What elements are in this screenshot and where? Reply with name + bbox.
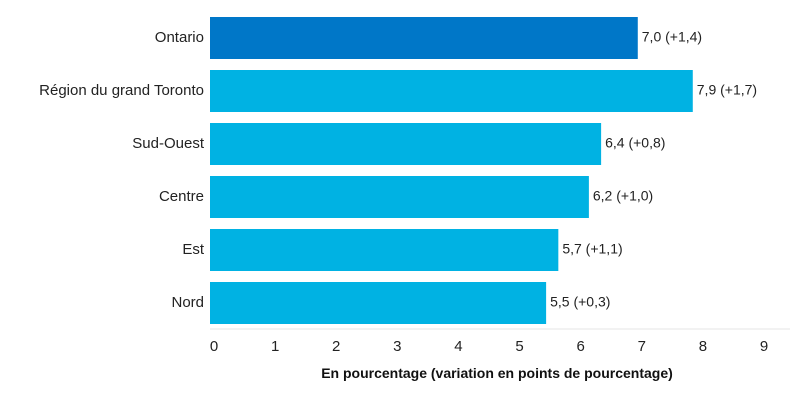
- data-label-nord: 5,5 (+0,3): [550, 294, 610, 310]
- x-tick-label-3: 3: [393, 338, 401, 355]
- bar-region-du-grand-toronto: [210, 70, 693, 112]
- category-label-ontario: Ontario: [155, 29, 204, 46]
- category-label-centre: Centre: [159, 188, 204, 205]
- bar-nord: [210, 282, 547, 324]
- x-axis-title: En pourcentage (variation en points de p…: [321, 365, 673, 381]
- data-label-region-du-grand-toronto: 7,9 (+1,7): [697, 82, 757, 98]
- bar-est: [210, 229, 559, 271]
- x-tick-labels: 0 1 2 3 4 5 6 7 8 9: [210, 338, 768, 355]
- data-label-centre: 6,2 (+1,0): [593, 188, 653, 204]
- category-label-est: Est: [182, 241, 205, 258]
- data-label-ontario: 7,0 (+1,4): [642, 29, 702, 45]
- x-tick-label-5: 5: [515, 338, 523, 355]
- data-labels: 7,0 (+1,4) 7,9 (+1,7) 6,4 (+0,8) 6,2 (+1,0)…: [550, 29, 757, 310]
- x-tick-label-8: 8: [699, 338, 707, 355]
- bar-centre: [210, 176, 589, 218]
- category-label-region-du-grand-toronto: Région du grand Toronto: [39, 82, 204, 99]
- x-tick-label-4: 4: [454, 338, 462, 355]
- x-tick-label-6: 6: [576, 338, 584, 355]
- category-labels: Ontario Région du grand Toronto Sud-Ouest C…: [39, 29, 205, 311]
- bar-ontario: [210, 17, 638, 59]
- x-tick-label-7: 7: [638, 338, 646, 355]
- x-tick-label-2: 2: [332, 338, 340, 355]
- category-label-nord: Nord: [171, 294, 204, 311]
- category-label-sud-ouest: Sud-Ouest: [132, 135, 205, 152]
- bar-sud-ouest: [210, 123, 602, 165]
- data-label-sud-ouest: 6,4 (+0,8): [605, 135, 665, 151]
- bars-group: [210, 17, 693, 324]
- x-tick-label-9: 9: [760, 338, 768, 355]
- x-tick-label-0: 0: [210, 338, 218, 355]
- x-tick-label-1: 1: [271, 338, 279, 355]
- data-label-est: 5,7 (+1,1): [562, 241, 622, 257]
